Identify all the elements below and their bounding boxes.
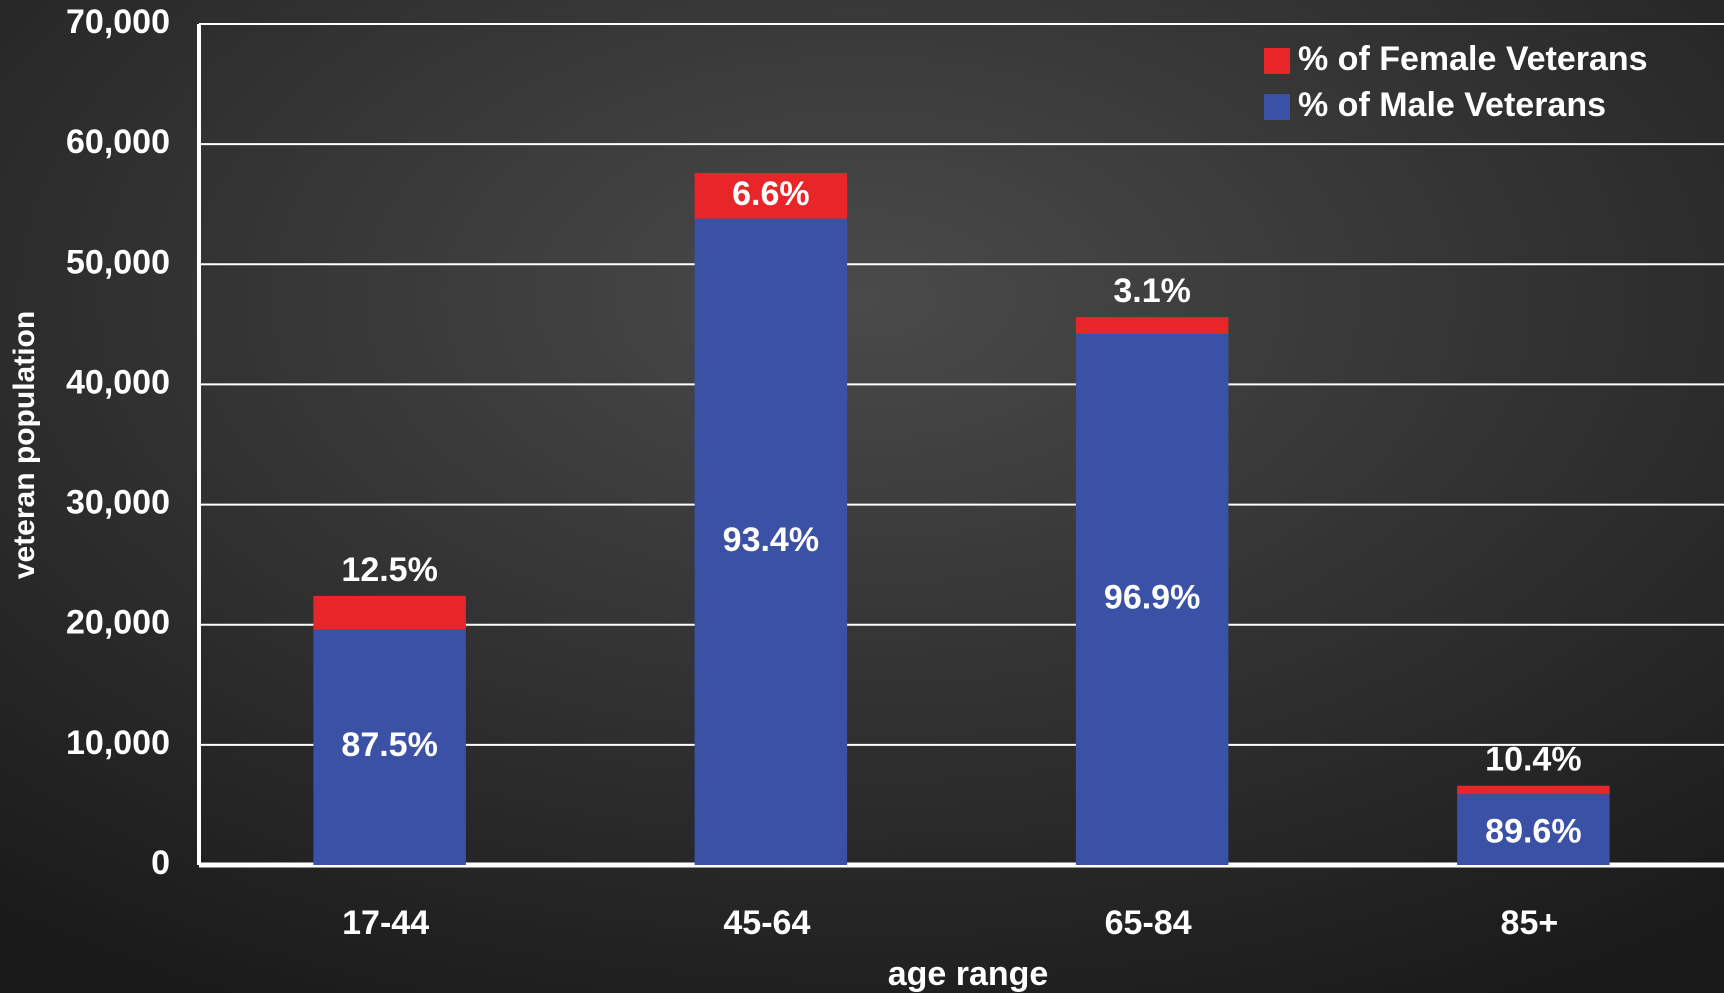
y-tick-label: 0 xyxy=(151,844,170,882)
legend-swatch xyxy=(1264,48,1290,74)
bar-segment xyxy=(694,218,848,866)
y-axis-label: veteran population xyxy=(8,311,41,579)
data-label: 89.6% xyxy=(1485,813,1581,851)
bar-segment xyxy=(1075,317,1229,334)
x-tick-label: 85+ xyxy=(1501,904,1559,942)
bar-segment xyxy=(313,629,466,865)
data-label: 96.9% xyxy=(1104,578,1200,616)
y-tick-label: 60,000 xyxy=(66,123,170,161)
bar-segment xyxy=(1457,794,1610,865)
legend-label: % of Male Veterans xyxy=(1298,86,1606,124)
data-label: 93.4% xyxy=(723,521,819,559)
y-tick-label: 70,000 xyxy=(66,3,170,41)
data-label: 6.6% xyxy=(732,175,810,213)
x-tick-label: 45-64 xyxy=(723,904,810,942)
x-tick-label: 65-84 xyxy=(1105,904,1192,942)
y-tick-label: 10,000 xyxy=(66,724,170,762)
data-label: 3.1% xyxy=(1113,272,1191,310)
x-axis-label: age range xyxy=(888,955,1049,993)
x-tick-label: 17-44 xyxy=(342,904,429,942)
bar-segment xyxy=(1457,785,1610,795)
legend-label: % of Female Veterans xyxy=(1298,40,1648,78)
legend-swatch xyxy=(1264,94,1290,120)
y-tick-label: 50,000 xyxy=(66,243,170,281)
bar-segment xyxy=(1075,333,1229,865)
y-tick-label: 40,000 xyxy=(66,363,170,401)
bar-segment xyxy=(313,595,466,630)
bar-segment xyxy=(694,172,848,219)
data-label: 12.5% xyxy=(341,551,437,589)
data-label: 10.4% xyxy=(1485,741,1581,779)
y-tick-label: 30,000 xyxy=(66,484,170,522)
data-label: 87.5% xyxy=(341,726,437,764)
y-tick-label: 20,000 xyxy=(66,604,170,642)
